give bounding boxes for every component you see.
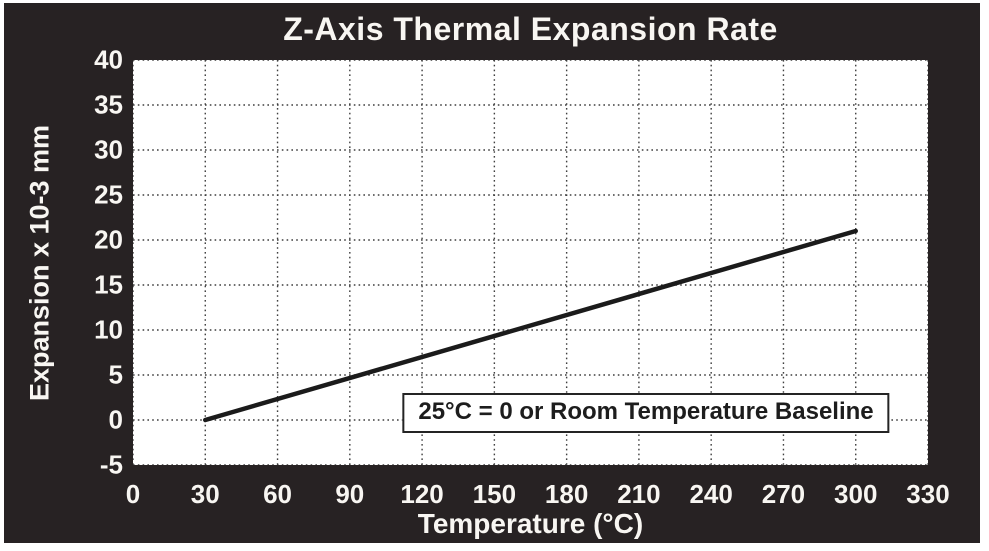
y-tick-label: 15 [94, 269, 123, 300]
y-tick-label: 25 [94, 179, 123, 210]
x-tick-label: 60 [263, 479, 292, 509]
x-tick-label: 330 [906, 479, 950, 509]
x-tick-label: 150 [472, 479, 517, 509]
y-tick-label: 0 [108, 404, 123, 435]
x-axis-label: Temperature (°C) [417, 508, 644, 539]
x-tick-label: 240 [689, 479, 733, 509]
y-tick-label: 35 [94, 89, 123, 120]
y-tick-label: 30 [94, 134, 123, 165]
annotation-box: 25°C = 0 or Room Temperature Baseline [402, 393, 890, 433]
y-tick-label: 10 [94, 314, 123, 345]
x-tick-label: 90 [335, 479, 365, 509]
x-tick-label: 300 [834, 479, 878, 509]
x-tick-label: 180 [544, 479, 589, 509]
y-tick-label: 40 [94, 44, 123, 75]
x-tick-label: 120 [400, 479, 444, 509]
data-line [203, 228, 858, 423]
y-tick-label: 20 [94, 224, 123, 255]
x-tick-label: 210 [617, 479, 661, 509]
y-tick-label: 5 [108, 359, 123, 390]
chart-title: Z-Axis Thermal Expansion Rate [283, 11, 778, 47]
chart-panel: Z-Axis Thermal Expansion Rate Expansion … [4, 3, 980, 543]
x-tick-label: 0 [125, 479, 141, 509]
x-tick-label: 270 [761, 479, 806, 509]
x-tick-label: 30 [190, 479, 220, 509]
y-tick-label: -5 [99, 449, 123, 480]
